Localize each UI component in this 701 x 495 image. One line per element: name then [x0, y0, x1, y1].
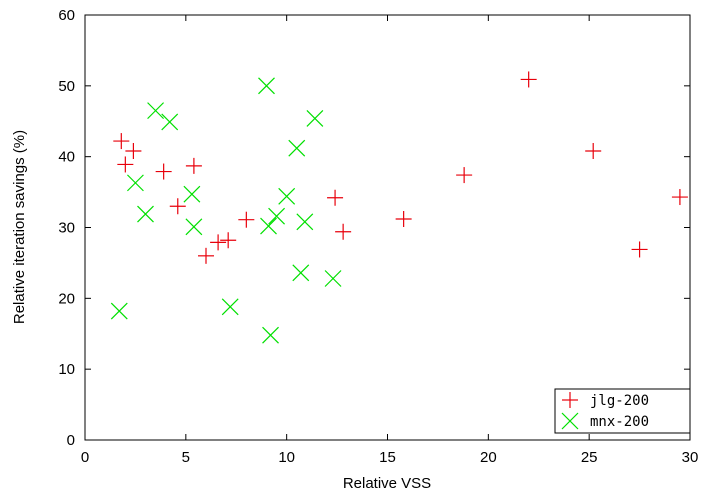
mnx-200-point [137, 205, 154, 223]
y-tick-label: 50 [58, 78, 75, 95]
legend: jlg-200 mnx-200 [554, 388, 691, 434]
x-tick-label: 30 [682, 449, 699, 466]
mnx-200-point [110, 302, 128, 320]
jlg-200-point [335, 223, 352, 240]
legend-plus-marker [562, 392, 578, 408]
legend-box [554, 388, 691, 434]
mnx-200-point [296, 213, 314, 231]
y-tick-label: 0 [67, 432, 75, 449]
jlg-200-point [117, 156, 134, 173]
jlg-200-point [631, 241, 648, 258]
jlg-200-point [520, 71, 537, 88]
mnx-200-point [292, 264, 310, 282]
jlg-200-point [671, 189, 688, 206]
x-tick-label: 0 [81, 449, 89, 466]
x-tick-label: 15 [379, 449, 396, 466]
mnx-200-point [221, 298, 239, 316]
legend-marker-mnx-200 [561, 412, 579, 430]
axis-ticks [84, 14, 691, 441]
jlg-200-point [125, 143, 142, 159]
legend-label-jlg-200: jlg-200 [590, 393, 649, 409]
mnx-200-point [260, 217, 277, 235]
jlg-200-point [327, 189, 344, 206]
jlg-200-point [456, 167, 473, 184]
mnx-200-point [278, 187, 296, 205]
y-tick-label: 10 [58, 361, 75, 378]
mnx-200-point [126, 174, 144, 192]
x-tick-label: 10 [278, 449, 295, 466]
plot-frame [84, 14, 691, 441]
jlg-200-point [395, 211, 412, 227]
data-points [110, 71, 688, 344]
jlg-200-point [198, 247, 214, 264]
jlg-200-point [155, 163, 172, 180]
mnx-200-point [183, 185, 201, 203]
mnx-200-point [147, 102, 165, 120]
x-tick-label: 20 [480, 449, 497, 466]
jlg-200-point [169, 198, 186, 215]
y-axis-label: Relative iteration savings (%) [11, 130, 28, 324]
x-axis-label: Relative VSS [343, 475, 431, 492]
jlg-200-point [585, 143, 602, 159]
mnx-200-point [185, 218, 203, 236]
mnx-200-point [161, 113, 179, 131]
legend-marker-jlg-200 [562, 392, 578, 408]
mnx-200-point [306, 109, 324, 127]
legend-label-mnx-200: mnx-200 [590, 414, 649, 430]
mnx-200-point [258, 77, 275, 95]
y-tick-label: 30 [58, 220, 75, 237]
mnx-200-point [268, 207, 286, 225]
jlg-200-point [220, 232, 237, 249]
y-tick-label: 60 [58, 7, 75, 24]
mnx-200-point [324, 270, 342, 287]
jlg-200-point [185, 157, 202, 174]
jlg-200-point [238, 211, 255, 228]
jlg-200-point [210, 234, 227, 251]
x-tick-label: 5 [182, 449, 190, 466]
y-tick-label: 40 [58, 149, 75, 166]
legend-x-marker [561, 412, 579, 430]
x-tick-label: 25 [581, 449, 598, 466]
mnx-200-point [262, 326, 279, 344]
axis-tick-labels: 0 5 10 15 20 25 30 0 10 20 30 40 50 60 [58, 7, 698, 466]
mnx-200-point [288, 139, 306, 157]
y-tick-label: 20 [58, 290, 75, 307]
jlg-200-point [113, 133, 130, 150]
